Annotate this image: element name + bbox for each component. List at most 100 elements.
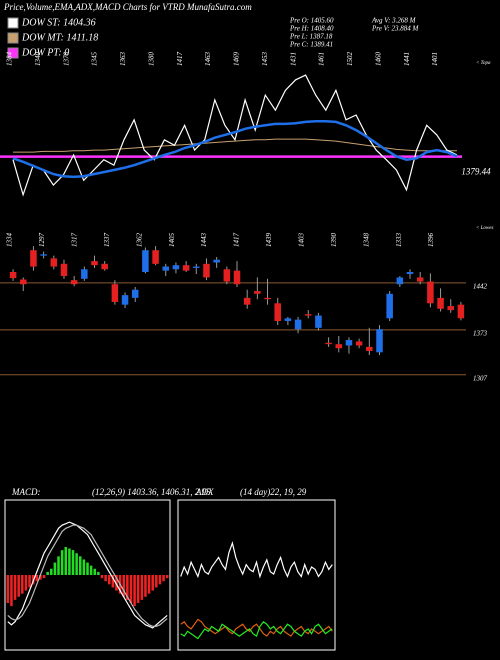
- candle-body: [81, 269, 88, 279]
- histogram-bar: [162, 575, 165, 582]
- histogram-bar: [93, 568, 97, 575]
- note: < Topa: [476, 61, 491, 66]
- candle-body: [223, 269, 231, 282]
- histogram-bar: [39, 575, 42, 580]
- candle-body: [60, 263, 68, 277]
- histogram-bar: [78, 556, 82, 575]
- candle-body: [335, 344, 343, 349]
- histogram-bar: [97, 571, 100, 575]
- high-label: 1441: [403, 52, 411, 66]
- histogram-bar: [165, 575, 169, 579]
- legend-swatch: [7, 47, 19, 59]
- low-label: 1348: [362, 233, 370, 248]
- histogram-bar: [64, 547, 68, 575]
- high-label: 1460: [374, 52, 382, 67]
- histogram-bar: [28, 575, 31, 588]
- histogram-bar: [147, 575, 151, 594]
- candle-body: [111, 284, 119, 302]
- histogram-bar: [35, 575, 39, 582]
- histogram-bar: [126, 575, 129, 600]
- info: Pre H: 1408.40: [289, 25, 334, 33]
- histogram-bar: [107, 575, 111, 585]
- candle-body: [254, 291, 261, 294]
- high-label: 1380: [147, 52, 155, 67]
- histogram-bar: [122, 575, 125, 597]
- panel-title: ADX: [195, 487, 214, 497]
- candle-body: [447, 306, 454, 311]
- info: Pre O: 1405.60: [289, 17, 334, 25]
- macd-frame: [4, 499, 171, 651]
- low-label: 1405: [168, 233, 176, 248]
- candle-body: [457, 304, 465, 319]
- histogram-bar: [82, 559, 86, 575]
- candle-body: [203, 263, 210, 278]
- low-label: 1396: [427, 233, 435, 248]
- candle-body: [416, 277, 424, 282]
- candle-body: [396, 277, 404, 285]
- histogram-bar: [46, 571, 49, 575]
- panel-title: MACD:: [11, 487, 41, 497]
- high-label: 1401: [431, 52, 439, 66]
- candle-body: [345, 340, 353, 346]
- candle-body: [233, 270, 241, 285]
- low-label: 1417: [233, 233, 241, 248]
- y-tick-label: 1442: [473, 282, 488, 290]
- info: Pre L: 1387.18: [289, 33, 333, 41]
- histogram-bar: [50, 568, 53, 575]
- candle-body: [91, 261, 98, 266]
- line-series: [180, 541, 333, 579]
- line-series: [12, 74, 458, 197]
- candle-body: [70, 280, 78, 285]
- histogram-bar: [129, 575, 133, 603]
- line-series: [7, 521, 168, 629]
- high-label: 1340: [34, 52, 42, 67]
- histogram-bar: [155, 575, 158, 588]
- candle-body: [182, 265, 190, 271]
- reference-label: 1379.44: [461, 167, 491, 177]
- low-label: 1443: [200, 233, 208, 248]
- info: Pre V: 23.884 M: [371, 25, 419, 33]
- candle-body: [366, 346, 373, 351]
- histogram-bar: [10, 575, 13, 607]
- high-label: 1431: [289, 52, 297, 66]
- adx-frame: [177, 499, 336, 651]
- legend-label: DOW ST: 1404.36: [21, 17, 96, 28]
- histogram-bar: [13, 575, 17, 600]
- candle-body: [142, 250, 149, 272]
- histogram-bar: [151, 575, 154, 591]
- info: Avg V: 3.268 M: [371, 17, 417, 25]
- low-label: 1337: [103, 233, 111, 248]
- histogram-bar: [89, 565, 93, 575]
- high-label: 1469: [233, 52, 241, 67]
- note: < Lowes: [476, 226, 493, 231]
- histogram-bar: [60, 550, 64, 575]
- candle-body: [264, 297, 271, 300]
- candle-body: [304, 314, 312, 316]
- high-label: 1463: [204, 52, 212, 67]
- candle-body: [40, 254, 47, 256]
- histogram-bar: [42, 575, 46, 579]
- high-label: 1378: [62, 52, 70, 67]
- candle-body: [193, 266, 200, 268]
- histogram-bar: [136, 575, 140, 603]
- low-label: 1362: [135, 233, 143, 248]
- candle-body: [437, 297, 444, 309]
- high-label: 1417: [176, 52, 184, 67]
- candle-body: [9, 271, 17, 279]
- high-label: 1345: [91, 52, 99, 67]
- candle-body: [131, 289, 139, 298]
- histogram-bar: [68, 548, 71, 575]
- histogram-bar: [158, 575, 162, 585]
- candle-body: [162, 266, 170, 271]
- candle-body: [325, 342, 332, 345]
- histogram-bar: [21, 575, 24, 594]
- candle-body: [386, 293, 393, 319]
- high-label: 1461: [318, 52, 326, 66]
- line-series: [180, 618, 333, 637]
- panel-subtitle: (14 day)22, 19, 29: [240, 487, 307, 497]
- candle-body: [172, 265, 180, 270]
- histogram-bar: [24, 575, 28, 591]
- line-series: [180, 620, 333, 640]
